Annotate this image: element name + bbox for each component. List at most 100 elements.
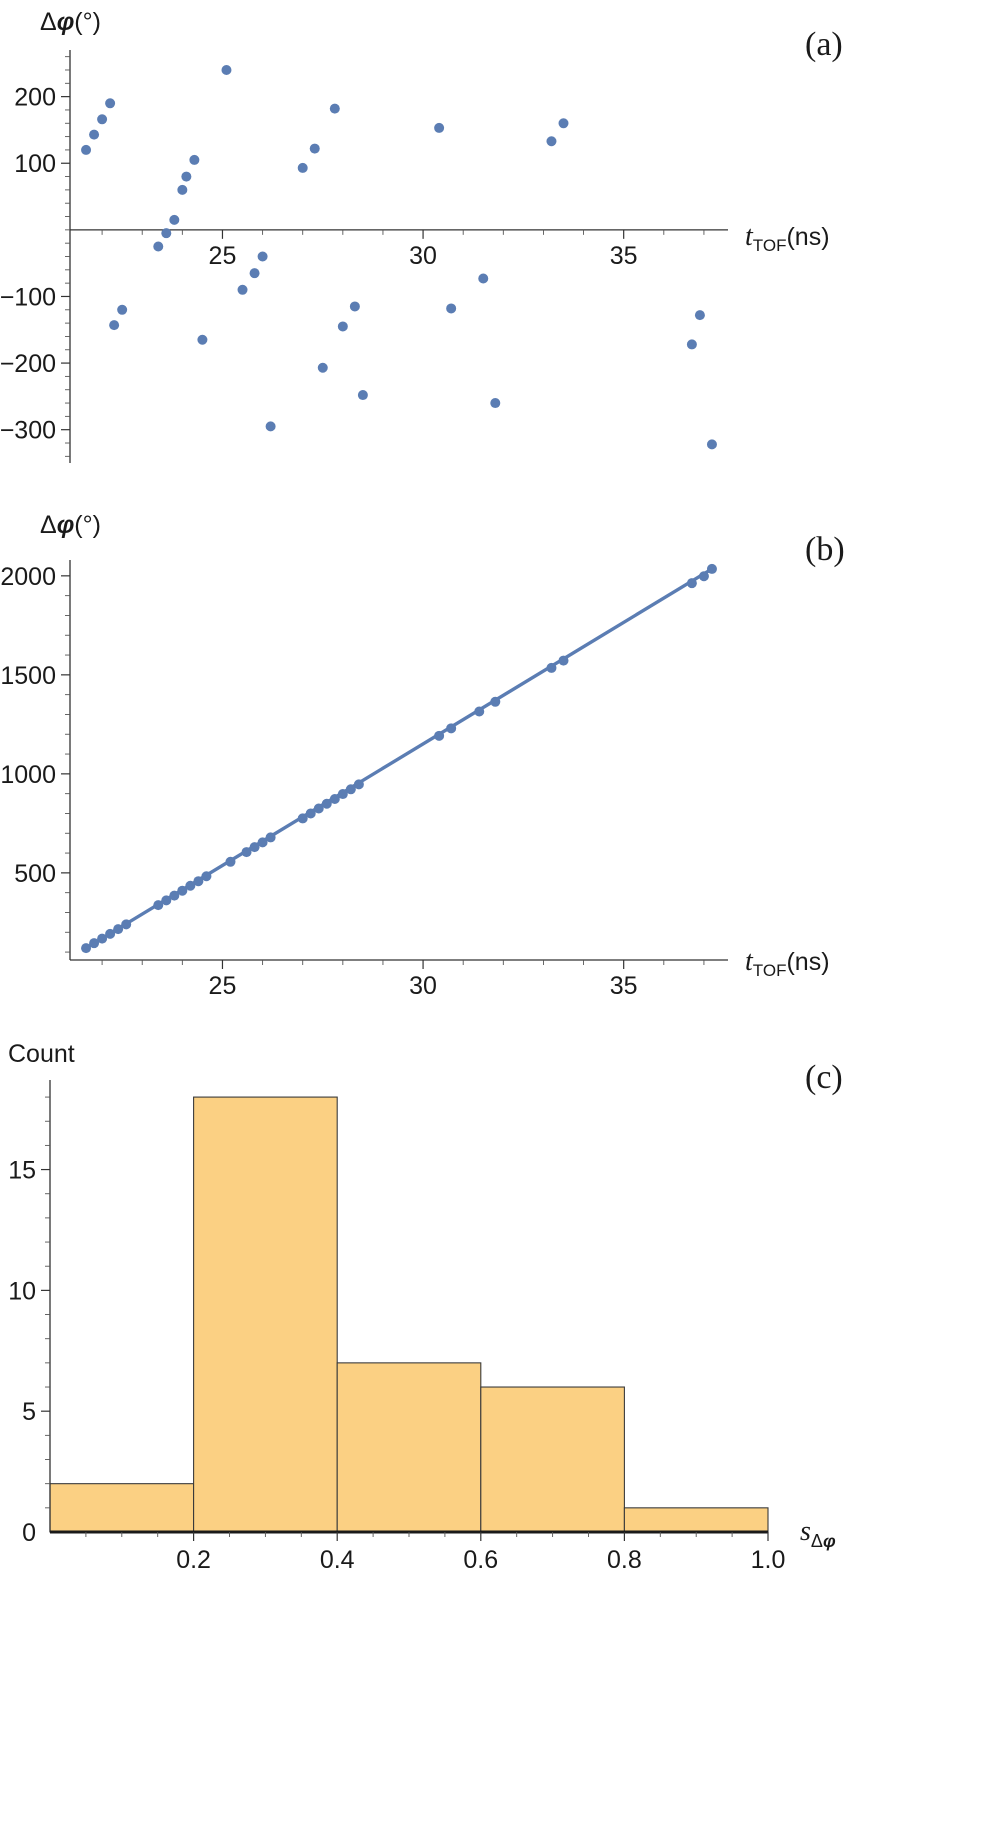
y-axis-label: Count bbox=[8, 1040, 75, 1068]
y-axis-label: Δφ(°) bbox=[40, 511, 101, 539]
y-tick-label: 15 bbox=[8, 1157, 36, 1185]
data-point bbox=[434, 730, 445, 741]
data-point bbox=[321, 798, 332, 809]
data-point bbox=[329, 794, 340, 805]
x-tick-label: 25 bbox=[209, 242, 237, 270]
x-tick-label: 25 bbox=[209, 972, 237, 1000]
histogram-bar bbox=[480, 1386, 625, 1533]
y-tick-label: 5 bbox=[22, 1398, 36, 1426]
data-point bbox=[113, 924, 124, 935]
panel-label: (b) bbox=[805, 531, 845, 568]
data-point bbox=[329, 103, 340, 114]
data-point bbox=[81, 943, 92, 954]
x-tick-label: 0.6 bbox=[463, 1546, 498, 1574]
data-point bbox=[181, 171, 192, 182]
scatter-panel-b: 25 30 35 500 1000 1500 2000 Δφ(°) tTOF(ns) (b) bbox=[0, 511, 844, 1000]
data-point bbox=[345, 784, 356, 795]
x-tick-label: 30 bbox=[409, 242, 437, 270]
data-point bbox=[686, 578, 697, 589]
data-point bbox=[109, 320, 120, 331]
y-tick-label: 200 bbox=[14, 84, 56, 112]
data-point bbox=[546, 136, 557, 147]
data-point bbox=[249, 842, 260, 853]
data-point bbox=[686, 339, 697, 350]
panel-label: (c) bbox=[805, 1059, 843, 1096]
histogram-bar bbox=[336, 1362, 482, 1533]
data-point bbox=[446, 723, 457, 734]
panel-label: (a) bbox=[805, 26, 843, 63]
data-point bbox=[446, 303, 457, 314]
y-tick-label: 1000 bbox=[0, 761, 56, 789]
data-point bbox=[221, 64, 232, 75]
data-point bbox=[257, 837, 268, 848]
y-tick-label: 2000 bbox=[0, 563, 56, 591]
y-tick-label: 10 bbox=[8, 1277, 36, 1305]
data-point bbox=[357, 390, 368, 401]
data-point bbox=[706, 563, 717, 574]
data-point bbox=[105, 928, 116, 939]
data-point bbox=[185, 880, 196, 891]
data-point bbox=[474, 706, 485, 717]
data-point bbox=[241, 847, 252, 858]
x-tick-label: 1.0 bbox=[751, 1546, 786, 1574]
histogram-bar bbox=[49, 1483, 195, 1533]
data-point bbox=[265, 421, 276, 432]
y-tick-label: −300 bbox=[0, 417, 56, 445]
data-point bbox=[169, 890, 180, 901]
data-point bbox=[97, 114, 108, 125]
data-point bbox=[706, 439, 717, 450]
histogram-bar bbox=[623, 1507, 769, 1533]
data-point bbox=[89, 129, 100, 140]
x-axis-label: tTOF(ns) bbox=[745, 946, 830, 980]
x-tick-label: 0.2 bbox=[176, 1546, 211, 1574]
data-point bbox=[558, 655, 569, 666]
data-point bbox=[97, 933, 108, 944]
data-point bbox=[337, 321, 348, 332]
x-tick-label: 35 bbox=[610, 242, 638, 270]
x-tick-label: 35 bbox=[610, 972, 638, 1000]
data-point bbox=[297, 813, 308, 824]
data-point bbox=[153, 241, 164, 252]
data-point bbox=[297, 162, 308, 173]
histogram-panel-c: 0.2 0.4 0.6 0.8 1.0 5 10 15 0 Count sΔφ (c) bbox=[8, 1040, 843, 1574]
data-point bbox=[237, 284, 248, 295]
data-point bbox=[89, 938, 100, 949]
scatter-panel-a: 25 30 35 −300 −200 −100 100 200 Δφ(°) tTOF(ns) (a) bbox=[0, 8, 843, 463]
data-point bbox=[353, 779, 364, 790]
y-tick-label: 500 bbox=[14, 860, 56, 888]
data-point bbox=[698, 571, 709, 582]
data-point bbox=[490, 398, 501, 409]
data-point bbox=[117, 304, 128, 315]
data-point bbox=[201, 871, 212, 882]
data-point bbox=[153, 900, 164, 911]
histogram-bar bbox=[193, 1096, 338, 1533]
data-point bbox=[189, 154, 200, 165]
data-point bbox=[313, 803, 324, 814]
y-tick-label: −100 bbox=[0, 283, 56, 311]
data-point bbox=[309, 143, 320, 154]
data-point bbox=[161, 895, 172, 906]
data-point bbox=[694, 310, 705, 321]
y-tick-label-zero: 0 bbox=[22, 1519, 36, 1547]
y-tick-label: 100 bbox=[14, 150, 56, 178]
y-tick-label: −200 bbox=[0, 350, 56, 378]
data-point bbox=[305, 808, 316, 819]
data-point bbox=[337, 789, 348, 800]
x-axis-label: tTOF(ns) bbox=[745, 221, 830, 255]
data-point bbox=[317, 362, 328, 373]
data-point bbox=[197, 334, 208, 345]
x-tick-label: 0.8 bbox=[607, 1546, 642, 1574]
x-tick-label: 30 bbox=[409, 972, 437, 1000]
data-point bbox=[81, 144, 92, 155]
data-point bbox=[257, 251, 268, 262]
data-point bbox=[161, 228, 172, 239]
data-point bbox=[193, 876, 204, 887]
y-axis-label: Δφ(°) bbox=[40, 8, 101, 36]
data-point bbox=[546, 662, 557, 673]
data-point bbox=[169, 214, 180, 225]
y-tick-label: 1500 bbox=[0, 662, 56, 690]
x-axis-label: sΔφ bbox=[800, 1516, 836, 1551]
data-point bbox=[558, 118, 569, 129]
data-point bbox=[478, 273, 489, 284]
